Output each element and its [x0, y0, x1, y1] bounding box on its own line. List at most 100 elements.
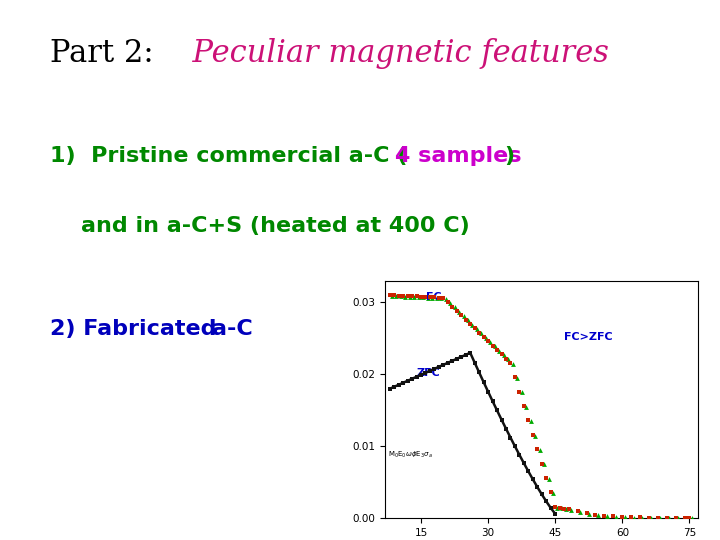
Point [511, 374, 523, 382]
Point [527, 430, 539, 439]
Point [521, 402, 532, 411]
Point [440, 294, 451, 303]
Point [681, 514, 693, 523]
Text: M$_{0}$E$_{0}$$\omega$$\phi$E$_{3}$$\sigma$$_{a}$: M$_{0}$E$_{0}$$\omega$$\phi$E$_{3}$$\sig… [388, 450, 433, 460]
Point [549, 503, 561, 511]
Point [513, 387, 525, 396]
Point [500, 354, 512, 363]
Point [431, 294, 442, 302]
Point [467, 320, 478, 329]
Point [531, 445, 543, 454]
Point [428, 364, 440, 373]
Point [496, 415, 508, 424]
Point [672, 514, 684, 523]
Point [489, 342, 500, 350]
Point [626, 512, 637, 521]
Point [679, 514, 690, 522]
Point [395, 292, 407, 301]
Point [563, 505, 575, 514]
Point [686, 514, 698, 523]
Point [438, 293, 449, 302]
Point [601, 512, 613, 521]
Point [646, 514, 657, 523]
Point [393, 291, 405, 300]
Point [509, 442, 521, 451]
Point [388, 291, 400, 300]
Point [478, 333, 490, 341]
Point [487, 341, 498, 350]
Point [474, 328, 485, 337]
Point [608, 512, 619, 521]
Point [572, 507, 583, 516]
Point [527, 475, 539, 484]
Text: FC>ZFC: FC>ZFC [564, 332, 612, 342]
Point [523, 416, 534, 425]
Point [384, 291, 395, 300]
Text: 1)  Pristine commercial a-C (: 1) Pristine commercial a-C ( [50, 146, 408, 166]
Point [581, 509, 593, 517]
Point [652, 514, 664, 522]
Point [549, 510, 561, 518]
Point [505, 433, 516, 442]
Point [543, 475, 554, 483]
Point [474, 368, 485, 377]
Point [536, 460, 547, 468]
Point [471, 325, 482, 333]
Point [618, 513, 630, 522]
Point [408, 293, 420, 301]
Text: Part 2:: Part 2: [50, 38, 154, 69]
Point [433, 293, 445, 302]
Point [610, 512, 621, 521]
Point [391, 292, 402, 300]
Point [482, 337, 494, 346]
Point [574, 508, 585, 516]
Point [404, 293, 415, 301]
Point [523, 467, 534, 476]
Point [493, 346, 505, 355]
Point [616, 512, 628, 521]
Point [418, 293, 429, 302]
Point [456, 311, 467, 320]
Point [402, 292, 413, 300]
Point [442, 359, 454, 367]
Point [552, 503, 563, 512]
Point [397, 379, 409, 387]
Point [482, 387, 494, 396]
Point [458, 312, 469, 320]
Point [505, 359, 516, 367]
Point [446, 356, 458, 365]
Point [487, 397, 498, 406]
Point [565, 506, 577, 515]
Point [583, 509, 595, 518]
Point [684, 514, 696, 522]
Point [411, 292, 423, 301]
Point [590, 510, 601, 519]
Point [485, 338, 496, 346]
Point [644, 514, 655, 522]
Point [661, 514, 672, 522]
Point [436, 294, 447, 302]
Point [599, 511, 611, 520]
Text: a-C: a-C [212, 319, 253, 339]
Point [592, 511, 603, 519]
Point [545, 488, 557, 497]
Point [531, 483, 543, 491]
Point [393, 381, 405, 389]
Point [397, 292, 409, 300]
Text: Peculiar magnetic features: Peculiar magnetic features [173, 38, 608, 69]
Text: ZFC: ZFC [417, 368, 440, 378]
Point [464, 320, 476, 328]
Point [456, 353, 467, 361]
Point [636, 514, 648, 523]
Point [420, 368, 431, 377]
Point [541, 497, 552, 506]
Point [433, 362, 445, 371]
Point [491, 346, 503, 354]
Point [415, 370, 427, 379]
Point [451, 307, 462, 315]
Point [469, 359, 480, 367]
Point [539, 460, 550, 469]
Point [498, 350, 510, 359]
Point [518, 402, 530, 410]
Point [513, 450, 525, 459]
